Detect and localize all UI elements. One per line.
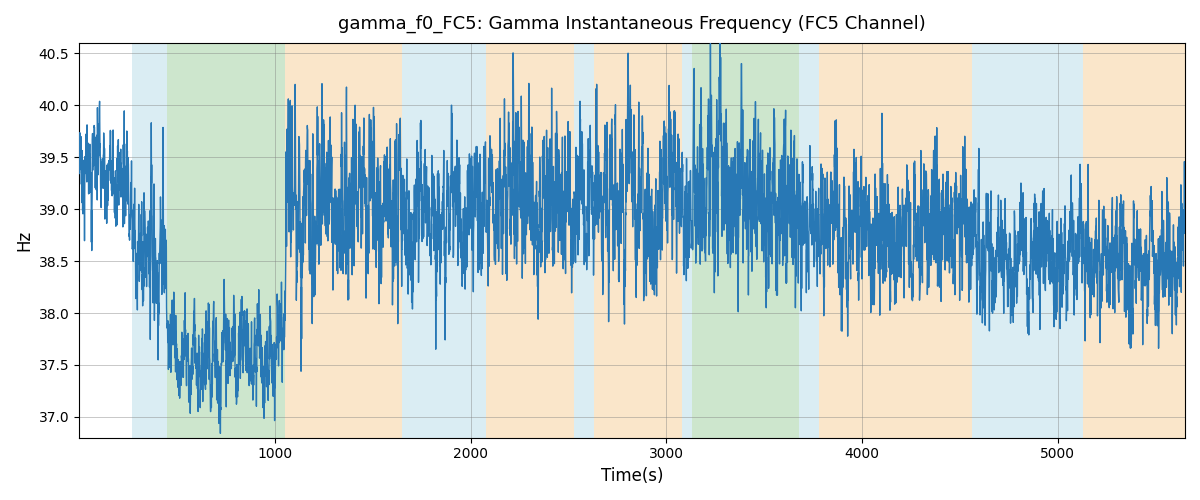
Bar [818, 43, 972, 438]
Bar [799, 43, 818, 438]
Bar [167, 43, 284, 438]
Bar [1084, 43, 1186, 438]
Y-axis label: Hz: Hz [14, 230, 32, 251]
Bar [402, 43, 486, 438]
Bar [691, 43, 799, 438]
Bar [284, 43, 402, 438]
Bar [132, 43, 167, 438]
Bar [594, 43, 682, 438]
Bar [682, 43, 691, 438]
X-axis label: Time(s): Time(s) [601, 467, 664, 485]
Bar [486, 43, 575, 438]
Title: gamma_f0_FC5: Gamma Instantaneous Frequency (FC5 Channel): gamma_f0_FC5: Gamma Instantaneous Freque… [338, 15, 926, 34]
Bar [972, 43, 1084, 438]
Bar [575, 43, 594, 438]
